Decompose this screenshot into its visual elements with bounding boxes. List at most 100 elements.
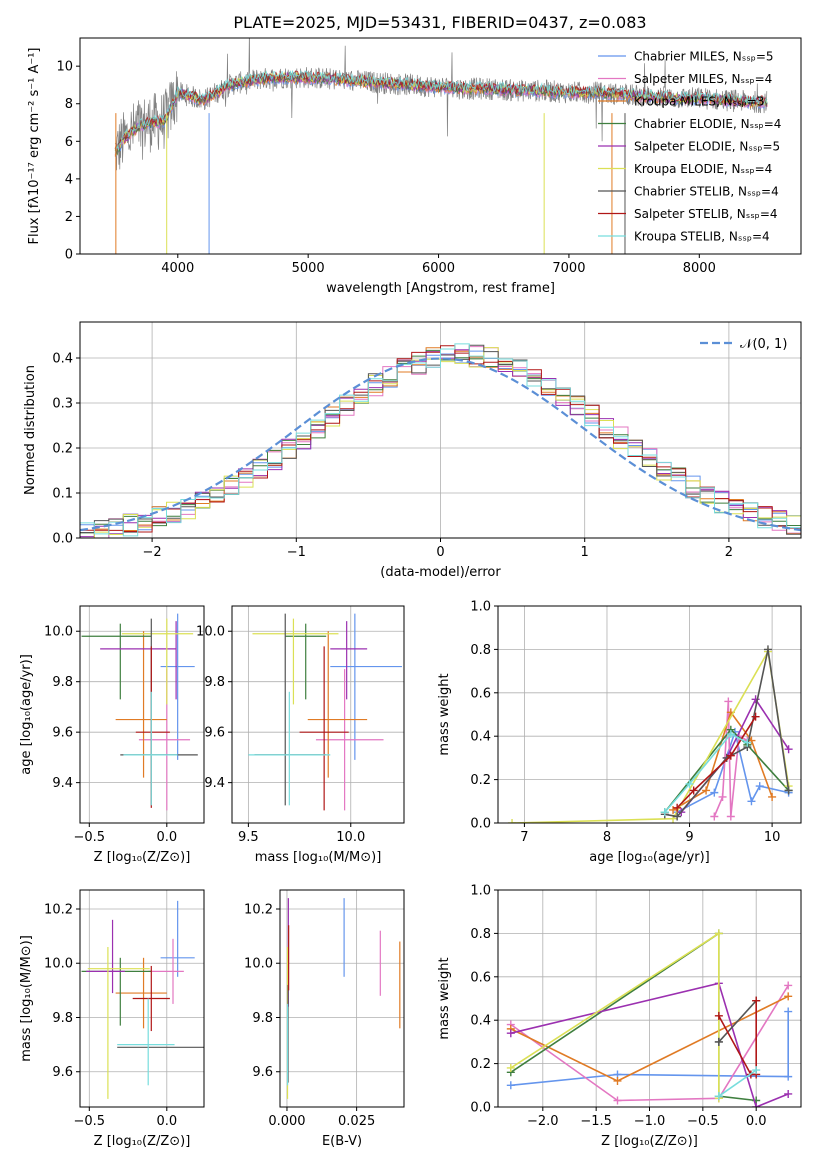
weight-series-line (510, 982, 789, 1107)
error-bar-point (248, 691, 331, 806)
weight-marker (752, 996, 761, 1005)
panel-weight-vs-age: 7 8 9 10 0.0 0.2 0.4 0.6 0.8 1.0 age [log₁₀(age/yr… (437, 600, 802, 865)
panel-mass-vs-Z: −0.5 0.0 9.6 9.8 10.0 10.2 Z [log₁₀(Z/Z⊙)] mass… (19, 889, 205, 1149)
panel-age-vs-mass: 9.5 10.0 9.4 9.6 9.8 10.0 mass [log₁₀(M/M⊙)] (196, 605, 405, 865)
x-tick-label: 10 (764, 830, 781, 845)
x-tick-label: 7000 (552, 261, 585, 276)
x-tick-label: −0.5 (74, 830, 106, 845)
error-bar-point (121, 618, 194, 705)
weight-marker (763, 645, 772, 654)
error-bar-point (115, 631, 167, 778)
weight-marker (714, 1011, 723, 1020)
weight-marker (685, 779, 694, 788)
weight-marker (613, 1076, 622, 1085)
y-tick-label: 10.0 (44, 957, 73, 972)
x-tick-label: 6000 (422, 261, 455, 276)
panel-residuals: −2 −1 0 1 2 0.0 0.1 0.2 0.3 0.4 (data-model)/error… (23, 321, 802, 580)
weight-marker (726, 812, 735, 821)
weight-marker (743, 738, 752, 747)
legend-label: Kroupa MILES, Nₛₛₚ=3 (634, 95, 764, 109)
y-tick-label: 10.2 (44, 902, 73, 917)
legend-label: Chabrier STELIB, Nₛₛₚ=4 (634, 185, 779, 199)
error-bar-point (135, 646, 170, 808)
weight-marker (752, 1103, 761, 1107)
weight-marker (506, 1081, 515, 1090)
error-bar-point (100, 621, 177, 700)
x-tick-label: 8000 (683, 261, 716, 276)
plot-area (286, 898, 401, 1099)
weight-marker (673, 812, 682, 821)
y-tick-label: 10.0 (244, 957, 273, 972)
error-bar-point (87, 946, 150, 1099)
error-bar-point (132, 965, 170, 1032)
weight-marker (724, 697, 733, 706)
error-bar-point (81, 623, 152, 700)
error-bar-point (254, 613, 327, 806)
residual-histogram (80, 345, 801, 533)
weight-marker (506, 1029, 515, 1038)
error-bar-point (330, 621, 368, 700)
y-axis-label: mass weight (437, 957, 452, 1039)
y-tick-label: 0.8 (470, 643, 491, 658)
panel-spectrum: 4000 5000 6000 7000 8000 0 2 4 6 8 10 wavelength [A… (27, 37, 802, 296)
x-tick-label: −1.5 (580, 1114, 612, 1129)
x-tick-label: 10.0 (336, 830, 365, 845)
error-bar-point (123, 691, 178, 806)
weight-marker (784, 1072, 793, 1081)
weight-marker (660, 808, 669, 817)
model-spectrum-line (114, 69, 768, 153)
y-tick-label: 6 (65, 135, 73, 150)
model-spectrum-line (114, 69, 768, 151)
x-tick-label: 1 (581, 545, 589, 560)
y-tick-label: 9.8 (52, 675, 73, 690)
x-tick-label: 0 (436, 545, 444, 560)
x-tick-label: −1.0 (634, 1114, 666, 1129)
y-tick-label: 0.8 (470, 927, 491, 942)
weight-series-line (664, 732, 748, 813)
y-axis-label: Normed distribution (23, 365, 38, 495)
axes-frame (279, 889, 405, 1108)
x-tick-label: −0.5 (74, 1114, 106, 1129)
x-axis-label: mass [log₁₀(M/M⊙)] (255, 850, 382, 865)
weight-marker (752, 1066, 761, 1075)
y-tick-label: 9.6 (52, 726, 73, 741)
x-tick-label: 9 (685, 830, 693, 845)
y-tick-label: 0.2 (470, 1057, 491, 1072)
x-tick-label: 0.0 (746, 1114, 767, 1129)
legend-label: Kroupa ELODIE, Nₛₛₚ=4 (634, 162, 772, 176)
x-axis-label: wavelength [Angstrom, rest frame] (326, 281, 555, 296)
weight-marker (506, 1063, 515, 1072)
y-tick-label: 0 (65, 248, 73, 263)
weight-marker (714, 1092, 723, 1101)
error-bar-point (117, 998, 175, 1086)
y-tick-label: 10.0 (196, 625, 225, 640)
plot-area (80, 343, 801, 538)
weight-series-line (713, 701, 748, 817)
weight-marker (784, 745, 793, 754)
plot-area (508, 645, 793, 823)
weight-marker (726, 751, 735, 760)
weight-marker (714, 929, 723, 938)
panel-weight-vs-Z: −2.0 −1.5 −1.0 −0.5 0.0 0.0 0.2 0.4 0.6 0.8 1.0 Z [… (437, 884, 802, 1149)
y-tick-label: 0.2 (470, 773, 491, 788)
axes-frame (79, 889, 205, 1108)
plot-area (506, 929, 793, 1107)
weight-marker (784, 786, 793, 795)
weight-marker (751, 712, 760, 721)
legend-label: 𝒩(0, 1) (740, 337, 787, 352)
weight-series-line (718, 1069, 757, 1097)
weight-series-line (510, 985, 789, 1102)
y-tick-label: 9.4 (52, 776, 73, 791)
x-axis-label: Z [log₁₀(Z/Z⊙)] (94, 850, 191, 865)
error-bar-point (160, 900, 195, 977)
x-tick-label: −2 (143, 545, 162, 560)
weight-marker (613, 1096, 622, 1105)
x-axis-label: age [log₁₀(age/yr)] (589, 850, 710, 865)
weight-marker (710, 812, 719, 821)
weight-marker (784, 981, 793, 990)
y-tick-label: 10.0 (44, 625, 73, 640)
y-tick-label: 10 (56, 60, 73, 75)
y-tick-label: 0.3 (52, 397, 73, 412)
error-bar-point (115, 957, 167, 1029)
